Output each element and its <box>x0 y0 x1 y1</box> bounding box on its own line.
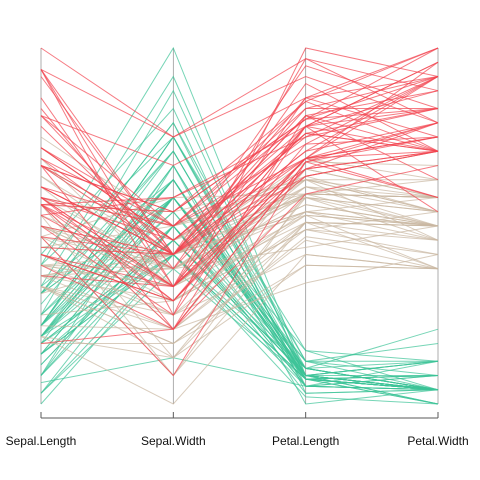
data-line-group-2 <box>40 264 439 359</box>
x-tick-label: Petal.Length <box>272 434 339 448</box>
data-line-group-3 <box>40 122 439 288</box>
data-line-group-3 <box>40 132 439 241</box>
data-line-group-1 <box>40 150 439 391</box>
data-line-group-2 <box>40 179 439 238</box>
data-line-group-3 <box>40 76 439 216</box>
data-line-group-3 <box>40 58 439 288</box>
data-line-group-3 <box>40 47 439 138</box>
data-line-group-3 <box>40 150 439 256</box>
data-line-group-2 <box>40 221 439 330</box>
data-line-group-3 <box>40 150 439 256</box>
x-tick-label: Sepal.Length <box>6 434 77 448</box>
x-tick-label: Sepal.Width <box>141 434 206 448</box>
data-line-group-2 <box>40 229 439 330</box>
data-line-group-1 <box>40 178 439 369</box>
data-line-group-2 <box>40 175 439 256</box>
data-line-group-3 <box>40 61 439 241</box>
x-axis: Sepal.Length Sepal.Width Petal.Length Petal… <box>6 412 469 448</box>
data-line-group-3 <box>40 76 439 241</box>
data-line-group-1 <box>40 253 439 405</box>
data-line-group-2 <box>40 253 439 316</box>
data-line-group-3 <box>40 136 439 302</box>
data-line-group-1 <box>40 136 439 391</box>
data-line-group-1 <box>40 253 439 380</box>
data-line-group-3 <box>40 69 439 256</box>
data-line-group-3 <box>40 125 439 316</box>
data-line-group-2 <box>40 254 439 330</box>
data-line-group-3 <box>40 58 439 138</box>
data-line-group-3 <box>40 161 439 377</box>
x-tick-label: Petal.Width <box>407 434 468 448</box>
data-line-group-3 <box>40 47 439 213</box>
data-line-group-2 <box>40 239 439 345</box>
data-line-group-2 <box>40 211 439 266</box>
data-line-group-2 <box>40 214 439 288</box>
data-line-group-2 <box>40 193 439 295</box>
data-line-group-1 <box>40 164 439 405</box>
data-line-group-3 <box>40 150 439 256</box>
data-line-group-3 <box>40 125 439 270</box>
data-line-group-3 <box>40 100 439 227</box>
series-lines <box>40 46 439 405</box>
data-line-group-3 <box>40 47 439 167</box>
data-line-group-3 <box>40 136 439 330</box>
data-line-group-3 <box>40 122 439 256</box>
